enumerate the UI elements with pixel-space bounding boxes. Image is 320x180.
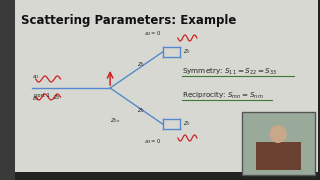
Text: port 1: port 1 <box>34 93 50 98</box>
Bar <box>242 112 315 175</box>
Bar <box>256 142 301 170</box>
Text: $Z_0$: $Z_0$ <box>53 93 61 102</box>
Text: $Z_0$: $Z_0$ <box>137 60 145 69</box>
Bar <box>318 0 320 180</box>
Bar <box>15 172 320 180</box>
Text: $a_1$: $a_1$ <box>32 73 39 81</box>
Text: $a_2 = 0$: $a_2 = 0$ <box>144 30 162 39</box>
Text: $Z_0$: $Z_0$ <box>183 48 190 57</box>
Text: Scattering Parameters: Example: Scattering Parameters: Example <box>21 14 237 27</box>
Bar <box>242 112 315 142</box>
Text: $Z_0$: $Z_0$ <box>137 107 145 115</box>
Text: $Z_0$: $Z_0$ <box>183 120 190 129</box>
Text: Reciprocity: $S_{mn} = S_{nm}$: Reciprocity: $S_{mn} = S_{nm}$ <box>182 91 263 101</box>
Text: $b_1$: $b_1$ <box>32 94 39 103</box>
Ellipse shape <box>269 125 287 143</box>
Text: Symmetry: $S_{11} = S_{22} = S_{33}$: Symmetry: $S_{11} = S_{22} = S_{33}$ <box>182 67 277 77</box>
Text: $Z_{0x}$: $Z_{0x}$ <box>109 116 120 125</box>
Text: $a_3 = 0$: $a_3 = 0$ <box>144 138 162 147</box>
